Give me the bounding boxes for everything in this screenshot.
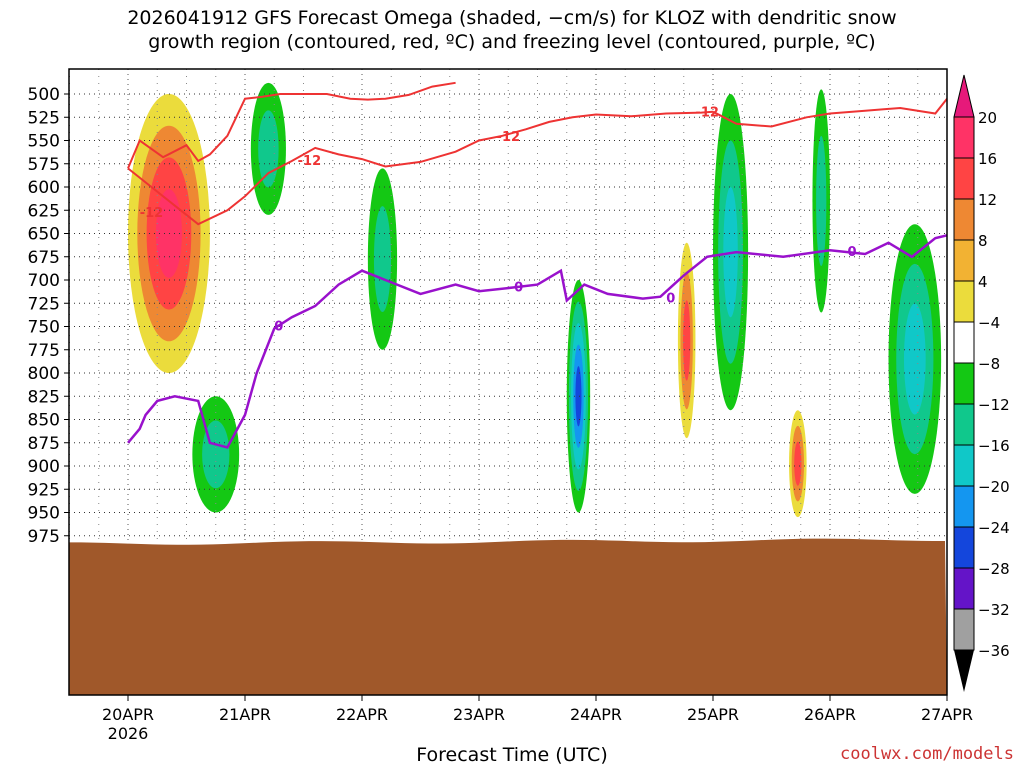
y-tick-label: 725 xyxy=(28,294,60,314)
plot-frame xyxy=(68,68,948,696)
y-tick-label: 750 xyxy=(28,318,60,338)
y-tick-label: 600 xyxy=(28,178,60,198)
freezing-level-label: 0 xyxy=(666,292,675,307)
freezing-level-label: 0 xyxy=(514,280,523,295)
y-tick-label: 625 xyxy=(28,201,60,221)
terrain-fill xyxy=(69,538,947,695)
x-tick-sublabel: 2026 xyxy=(108,724,149,743)
contours: -12 -12 -12 -12 0 0 0 0 xyxy=(127,81,947,449)
x-tick-label: 26APR xyxy=(804,705,856,724)
y-tick-label: 925 xyxy=(28,480,60,500)
y-tick-label: 525 xyxy=(28,108,60,128)
colorbar-swatch xyxy=(953,567,975,610)
omega-cell xyxy=(373,206,392,312)
x-tick-label: 27APR xyxy=(921,705,973,724)
colorbar-swatch xyxy=(953,608,975,651)
colorbar-label: −24 xyxy=(978,519,1010,537)
credit-link[interactable]: coolwx.com/models xyxy=(840,744,1014,764)
x-tick-label: 24APR xyxy=(570,705,622,724)
omega-cell xyxy=(816,135,827,267)
x-tick-label: 25APR xyxy=(687,705,739,724)
colorbar-label: −32 xyxy=(978,601,1010,619)
colorbar-top-arrow xyxy=(953,74,975,118)
y-tick-label: 550 xyxy=(28,132,60,152)
y-tick-label: 975 xyxy=(28,527,60,547)
colorbar-swatch xyxy=(953,444,975,487)
colorbar-swatch xyxy=(953,403,975,446)
dgz-upper-contour xyxy=(127,81,456,169)
x-tick-label: 23APR xyxy=(453,705,505,724)
y-tick-label: 575 xyxy=(28,155,60,175)
omega-cell xyxy=(155,189,182,278)
colorbar: 20 16 12 8 4 −4 −8 −12 −16 −20 −24 −28 −32 −36 xyxy=(953,74,1010,692)
x-tick-label: 20APR xyxy=(102,705,154,724)
dgz-contour-label: -12 xyxy=(140,206,164,221)
colorbar-label: −36 xyxy=(978,642,1010,660)
y-axis: 500 525 550 575 600 625 650 675 700 725 750 775 800 8… xyxy=(28,85,69,547)
chart-title-line-2: growth region (contoured, red, ºC) and f… xyxy=(148,31,876,53)
colorbar-label: 4 xyxy=(978,273,988,291)
colorbar-label: 12 xyxy=(978,191,997,209)
colorbar-label: −16 xyxy=(978,437,1010,455)
freezing-level-contour xyxy=(127,234,947,449)
colorbar-label: −20 xyxy=(978,478,1010,496)
colorbar-label: 16 xyxy=(978,150,997,168)
y-tick-label: 900 xyxy=(28,457,60,477)
y-tick-label: 825 xyxy=(28,387,60,407)
x-tick-label: 22APR xyxy=(336,705,388,724)
omega-cell xyxy=(903,303,926,415)
colorbar-label: −28 xyxy=(978,560,1010,578)
y-tick-label: 850 xyxy=(28,411,60,431)
colorbar-label: −12 xyxy=(978,396,1010,414)
colorbar-swatch xyxy=(953,116,975,159)
colorbar-bottom-arrow xyxy=(954,650,974,692)
colorbar-label: −8 xyxy=(978,355,1000,373)
colorbar-swatch xyxy=(953,321,975,364)
x-tick-label: 21APR xyxy=(219,705,271,724)
colorbar-swatch xyxy=(953,198,975,241)
terrain-area xyxy=(69,538,947,695)
omega-cell xyxy=(683,300,691,381)
dgz-contour-label: -12 xyxy=(497,130,521,145)
omega-cell xyxy=(258,110,279,188)
y-tick-label: 875 xyxy=(28,434,60,454)
y-tick-label: 650 xyxy=(28,225,60,245)
colorbar-label: −4 xyxy=(978,314,1000,332)
omega-cell xyxy=(794,441,802,486)
colorbar-label: 8 xyxy=(978,232,988,250)
dgz-contour-label: -12 xyxy=(695,106,719,121)
freezing-level-label: 0 xyxy=(274,320,283,335)
y-tick-label: 950 xyxy=(28,504,60,524)
omega-cell xyxy=(575,366,582,427)
colorbar-swatch xyxy=(953,280,975,323)
y-tick-label: 775 xyxy=(28,341,60,361)
dgz-upper-contour-tail xyxy=(712,98,947,128)
y-tick-label: 500 xyxy=(28,85,60,105)
y-tick-label: 800 xyxy=(28,364,60,384)
colorbar-swatch xyxy=(953,526,975,569)
colorbar-label: 20 xyxy=(978,109,997,127)
x-axis-title: Forecast Time (UTC) xyxy=(416,744,608,766)
colorbar-swatch xyxy=(953,485,975,528)
dgz-lower-contour xyxy=(127,110,714,226)
colorbar-swatch xyxy=(953,362,975,405)
colorbar-swatch xyxy=(953,157,975,200)
dgz-contour-label: -12 xyxy=(298,154,322,169)
y-tick-label: 700 xyxy=(28,271,60,291)
colorbar-swatch xyxy=(953,239,975,282)
freezing-level-label: 0 xyxy=(848,245,857,260)
y-tick-label: 675 xyxy=(28,248,60,268)
chart-title-line-1: 2026041912 GFS Forecast Omega (shaded, −… xyxy=(127,7,897,29)
x-axis: 20APR 21APR 22APR 23APR 24APR 25APR 26APR 27APR… xyxy=(102,695,973,743)
